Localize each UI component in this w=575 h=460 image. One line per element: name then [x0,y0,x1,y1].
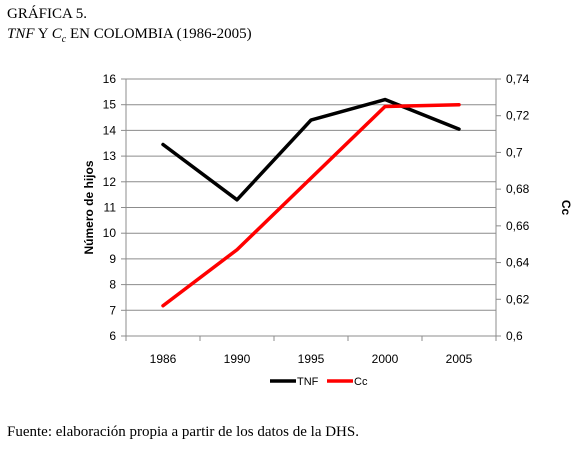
grid-layer [126,78,496,311]
y-tick-label: 9 [109,252,116,266]
y2-tick-label: 0,62 [506,292,530,306]
series-layer [161,97,461,308]
series-line-tnf [161,97,461,202]
y-tick-label: 10 [103,226,117,240]
legend: TNF Cc [270,376,368,388]
y2-tick-label: 0,6 [506,329,523,343]
x-tick-label: 1986 [150,352,177,366]
y2-tick-label: 0,68 [506,182,530,196]
y-tick-label: 15 [103,98,117,112]
x-tick-label: 1990 [224,352,251,366]
legend-label-tnf: TNF [297,376,319,388]
x-tick-label: 2005 [446,352,473,366]
y-tick-label: 12 [103,175,117,189]
y-axis-title: Número de hijos [82,160,96,254]
y-tick-label: 8 [109,278,116,292]
title-cc-subscript: c [61,34,67,45]
y2-tick-label: 0,7 [506,145,523,159]
y2-axis-title: Cc [559,200,573,216]
y2-tick-label: 0,66 [506,219,530,233]
x-tick-label: 1995 [298,352,325,366]
title-connector: Y [34,26,52,42]
y-tick-label: 16 [103,72,117,86]
legend-label-cc: Cc [354,376,368,388]
title-rest: EN COLOMBIA (1986-2005) [66,26,252,42]
y2-tick-label: 0,64 [506,256,530,270]
figure-label: GRÁFICA 5. [7,6,88,22]
title-tnf: TNF [7,26,35,42]
axis-layer [121,78,501,341]
figure-title: TNF Y Cc EN COLOMBIA (1986-2005) [7,26,252,45]
source-note: Fuente: elaboración propia a partir de l… [7,424,359,440]
x-tick-label: 2000 [372,352,399,366]
y-tick-label: 7 [109,303,116,317]
series-line-cc [161,102,461,308]
y2-tick-label: 0,72 [506,109,530,123]
y2-tick-label: 0,74 [506,72,530,86]
y-tick-label: 11 [104,201,117,215]
y-tick-label: 13 [103,149,117,163]
y-tick-label: 14 [103,123,117,137]
label-layer: 6 7 8 9 10 11 12 13 14 15 16 0,6 0,62 0,64 0,66 0,68 0,7… [82,72,573,366]
title-cc: C [51,26,62,42]
y-tick-label: 6 [109,329,116,343]
